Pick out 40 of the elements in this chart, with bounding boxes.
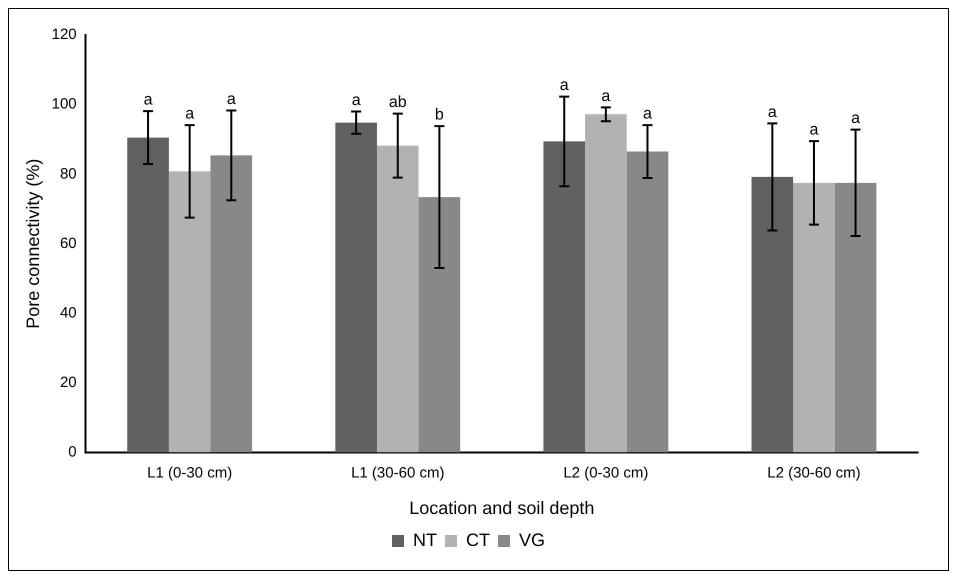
bar <box>585 114 627 452</box>
bar <box>376 146 419 452</box>
y-tick-label: 80 <box>60 165 77 182</box>
x-tick-label: L2 (30-60 cm) <box>767 464 861 482</box>
bar <box>626 152 668 452</box>
bar <box>834 182 876 452</box>
legend-label: CT <box>466 530 490 550</box>
bar <box>127 138 169 452</box>
bar <box>543 141 586 452</box>
y-tick-label: 120 <box>52 26 77 44</box>
annotation: a <box>226 90 236 108</box>
legend-label: VG <box>518 530 546 550</box>
annotation: a <box>144 92 153 109</box>
annotation: ab <box>388 94 407 112</box>
x-tick-label: L1 (0-30 cm) <box>147 464 232 482</box>
x-axis-title: Location and soil depth <box>409 498 594 518</box>
y-tick-label: 20 <box>60 374 77 391</box>
annotation: a <box>352 92 361 109</box>
bar <box>168 171 210 452</box>
annotation: a <box>643 105 652 122</box>
annotation: a <box>810 121 818 138</box>
annotation: a <box>601 88 610 105</box>
x-tick-label: L2 (0-30 cm) <box>563 464 648 482</box>
annotation: a <box>185 105 194 122</box>
annotation: b <box>434 106 444 124</box>
bar <box>210 155 252 452</box>
y-tick-label: 100 <box>52 96 77 113</box>
y-tick-label: 40 <box>60 304 77 322</box>
y-tick-label: 60 <box>60 234 77 252</box>
bar <box>418 197 460 452</box>
annotation: a <box>560 76 569 94</box>
y-tick-label: 0 <box>68 444 77 461</box>
bar <box>752 176 794 452</box>
bar <box>335 122 377 452</box>
annotation: a <box>851 110 860 128</box>
annotation: a <box>768 104 777 121</box>
y-axis-title: Pore connectivity (%) <box>22 158 43 329</box>
x-tick-label: L1 (30-60 cm) <box>351 464 444 482</box>
legend-label: NT <box>413 530 437 550</box>
bar <box>793 182 835 452</box>
